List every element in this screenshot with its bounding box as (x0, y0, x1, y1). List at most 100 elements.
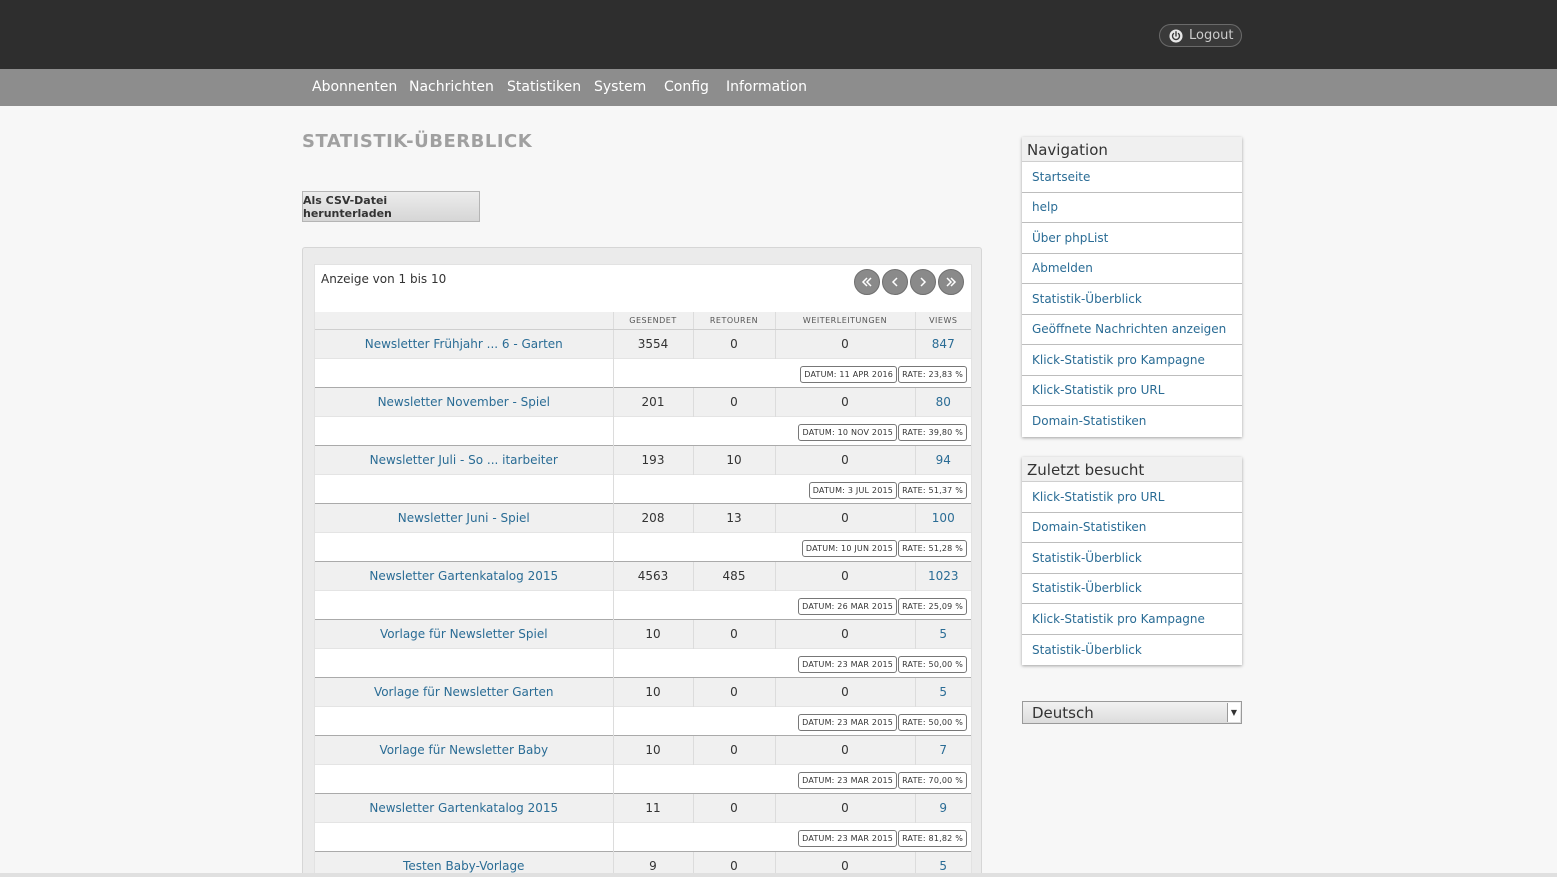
rate-badge: RATE: 51,28 % (898, 540, 967, 557)
nav-item-click-stats-url[interactable]: Klick-Statistik pro URL (1022, 376, 1242, 406)
recent-item[interactable]: Klick-Statistik pro URL (1022, 482, 1242, 513)
views-link[interactable]: 5 (939, 858, 948, 873)
nav-item-logout[interactable]: Abmelden (1022, 254, 1242, 284)
table-row: Vorlage für Newsletter Spiel 10 0 0 5 (315, 618, 971, 648)
nav-item-startseite[interactable]: Startseite (1022, 162, 1242, 193)
views-link[interactable]: 847 (931, 336, 955, 351)
sent-count: 4563 (612, 560, 693, 590)
rate-badge: RATE: 70,00 % (898, 772, 967, 789)
language-select[interactable]: Deutsch ▼ (1022, 701, 1242, 724)
campaign-link[interactable]: Vorlage für Newsletter Spiel (379, 626, 548, 641)
rate-badge: RATE: 50,00 % (898, 714, 967, 731)
recent-item[interactable]: Statistik-Überblick (1022, 574, 1242, 604)
recent-item[interactable]: Klick-Statistik pro Kampagne (1022, 604, 1242, 635)
next-page-button[interactable] (910, 269, 936, 295)
column-header-views: VIEWS (914, 312, 971, 330)
campaign-link[interactable]: Testen Baby-Vorlage (403, 858, 525, 873)
last-page-button[interactable] (938, 269, 964, 295)
sent-count: 201 (612, 386, 693, 416)
campaign-link[interactable]: Newsletter Juli - So ... itarbeiter (369, 452, 558, 467)
views-link[interactable]: 100 (931, 510, 955, 525)
table-row: Newsletter Juli - So ... itarbeiter 193 … (315, 444, 971, 474)
bounce-count: 0 (692, 734, 775, 764)
date-badge: DATUM: 23 MAR 2015 (798, 714, 898, 731)
nav-item-click-stats-campaign[interactable]: Klick-Statistik pro Kampagne (1022, 345, 1242, 376)
navigation-box: Navigation Startseite help Über phpList … (1022, 137, 1242, 437)
views-link[interactable]: 7 (939, 742, 948, 757)
recent-item[interactable]: Domain-Statistiken (1022, 513, 1242, 543)
campaign-link[interactable]: Newsletter Juni - Spiel (397, 510, 530, 525)
nav-item-domain-stats[interactable]: Domain-Statistiken (1032, 414, 1147, 429)
chevron-down-icon: ▼ (1227, 703, 1240, 722)
logout-button[interactable]: Logout (1159, 24, 1242, 47)
bounce-count: 0 (692, 792, 775, 822)
table-header: GESENDET RETOUREN WEITERLEITUNGEN VIEWS (315, 312, 971, 330)
power-icon (1169, 28, 1183, 43)
menu-item-config[interactable]: Config (664, 79, 709, 95)
top-bar: Logout (0, 0, 1557, 69)
views-link[interactable]: 9 (939, 800, 948, 815)
views-link[interactable]: 5 (939, 684, 948, 699)
recently-visited-title: Zuletzt besucht (1022, 457, 1242, 482)
previous-page-button[interactable] (882, 269, 908, 295)
sent-count: 11 (612, 792, 693, 822)
sent-count: 193 (612, 444, 693, 474)
bounce-count: 10 (692, 444, 775, 474)
campaign-link[interactable]: Newsletter November - Spiel (377, 394, 550, 409)
views-link[interactable]: 5 (939, 626, 948, 641)
rate-badge: RATE: 50,00 % (898, 656, 967, 673)
table-row-details: DATUM: 10 NOV 2015 RATE: 39,80 % (315, 415, 971, 445)
menu-item-information[interactable]: Information (726, 79, 808, 95)
date-badge: DATUM: 23 MAR 2015 (798, 772, 898, 789)
nav-item-statistics-overview[interactable]: Statistik-Überblick (1022, 284, 1242, 315)
views-link[interactable]: 80 (935, 394, 951, 409)
column-header-forwards: WEITERLEITUNGEN (774, 312, 915, 330)
menu-item-system[interactable]: System (594, 79, 647, 95)
navigation-title: Navigation (1022, 137, 1242, 162)
forward-count: 0 (774, 502, 915, 532)
forward-count: 0 (774, 618, 915, 648)
table-body: Newsletter Frühjahr ... 6 - Garten 3554 … (315, 328, 971, 877)
first-page-button[interactable] (854, 269, 880, 295)
sent-count: 10 (612, 618, 693, 648)
campaign-link[interactable]: Newsletter Gartenkatalog 2015 (369, 800, 559, 815)
forward-count: 0 (774, 850, 915, 877)
views-link[interactable]: 94 (935, 452, 951, 467)
campaign-link[interactable]: Vorlage für Newsletter Baby (379, 742, 549, 757)
table-row: Vorlage für Newsletter Baby 10 0 0 7 (315, 734, 971, 764)
nav-item-opened-messages[interactable]: Geöffnete Nachrichten anzeigen (1022, 315, 1242, 345)
date-badge: DATUM: 11 APR 2016 (800, 366, 898, 383)
forward-count: 0 (774, 444, 915, 474)
forward-count: 0 (774, 328, 915, 358)
menu-item-nachrichten[interactable]: Nachrichten (409, 79, 494, 95)
csv-download-button[interactable]: Als CSV-Datei herunterladen (302, 191, 480, 222)
nav-item-help[interactable]: help (1022, 193, 1242, 223)
menu-item-abonnenten[interactable]: Abonnenten (312, 79, 398, 95)
campaign-link[interactable]: Vorlage für Newsletter Garten (373, 684, 554, 699)
recent-item[interactable]: Statistik-Überblick (1022, 543, 1242, 574)
rate-badge: RATE: 25,09 % (898, 598, 967, 615)
left-icon (891, 277, 898, 287)
table-row: Vorlage für Newsletter Garten 10 0 0 5 (315, 676, 971, 706)
campaign-link[interactable]: Newsletter Frühjahr ... 6 - Garten (364, 336, 563, 351)
table-row-details: DATUM: 26 MAR 2015 RATE: 25,09 % (315, 589, 971, 619)
views-link[interactable]: 1023 (927, 568, 959, 583)
forward-count: 0 (774, 734, 915, 764)
forward-count: 0 (774, 560, 915, 590)
date-badge: DATUM: 23 MAR 2015 (798, 830, 898, 847)
table-row: Testen Baby-Vorlage 9 0 0 5 (315, 850, 971, 877)
menu-item-statistiken[interactable]: Statistiken (507, 79, 582, 95)
sent-count: 208 (612, 502, 693, 532)
recent-item[interactable]: Statistik-Überblick (1032, 642, 1142, 657)
campaign-link[interactable]: Newsletter Gartenkatalog 2015 (369, 568, 559, 583)
bounce-count: 0 (692, 328, 775, 358)
table-row: Newsletter Frühjahr ... 6 - Garten 3554 … (315, 328, 971, 358)
bounce-count: 0 (692, 618, 775, 648)
table-row-details: DATUM: 23 MAR 2015 RATE: 50,00 % (315, 647, 971, 677)
forward-count: 0 (774, 676, 915, 706)
table-row: Newsletter Juni - Spiel 208 13 0 100 (315, 502, 971, 532)
nav-item-about[interactable]: Über phpList (1022, 223, 1242, 254)
forward-count: 0 (774, 792, 915, 822)
table-row-details: DATUM: 11 APR 2016 RATE: 23,83 % (315, 357, 971, 387)
listing-range-text: Anzeige von 1 bis 10 (321, 272, 447, 286)
